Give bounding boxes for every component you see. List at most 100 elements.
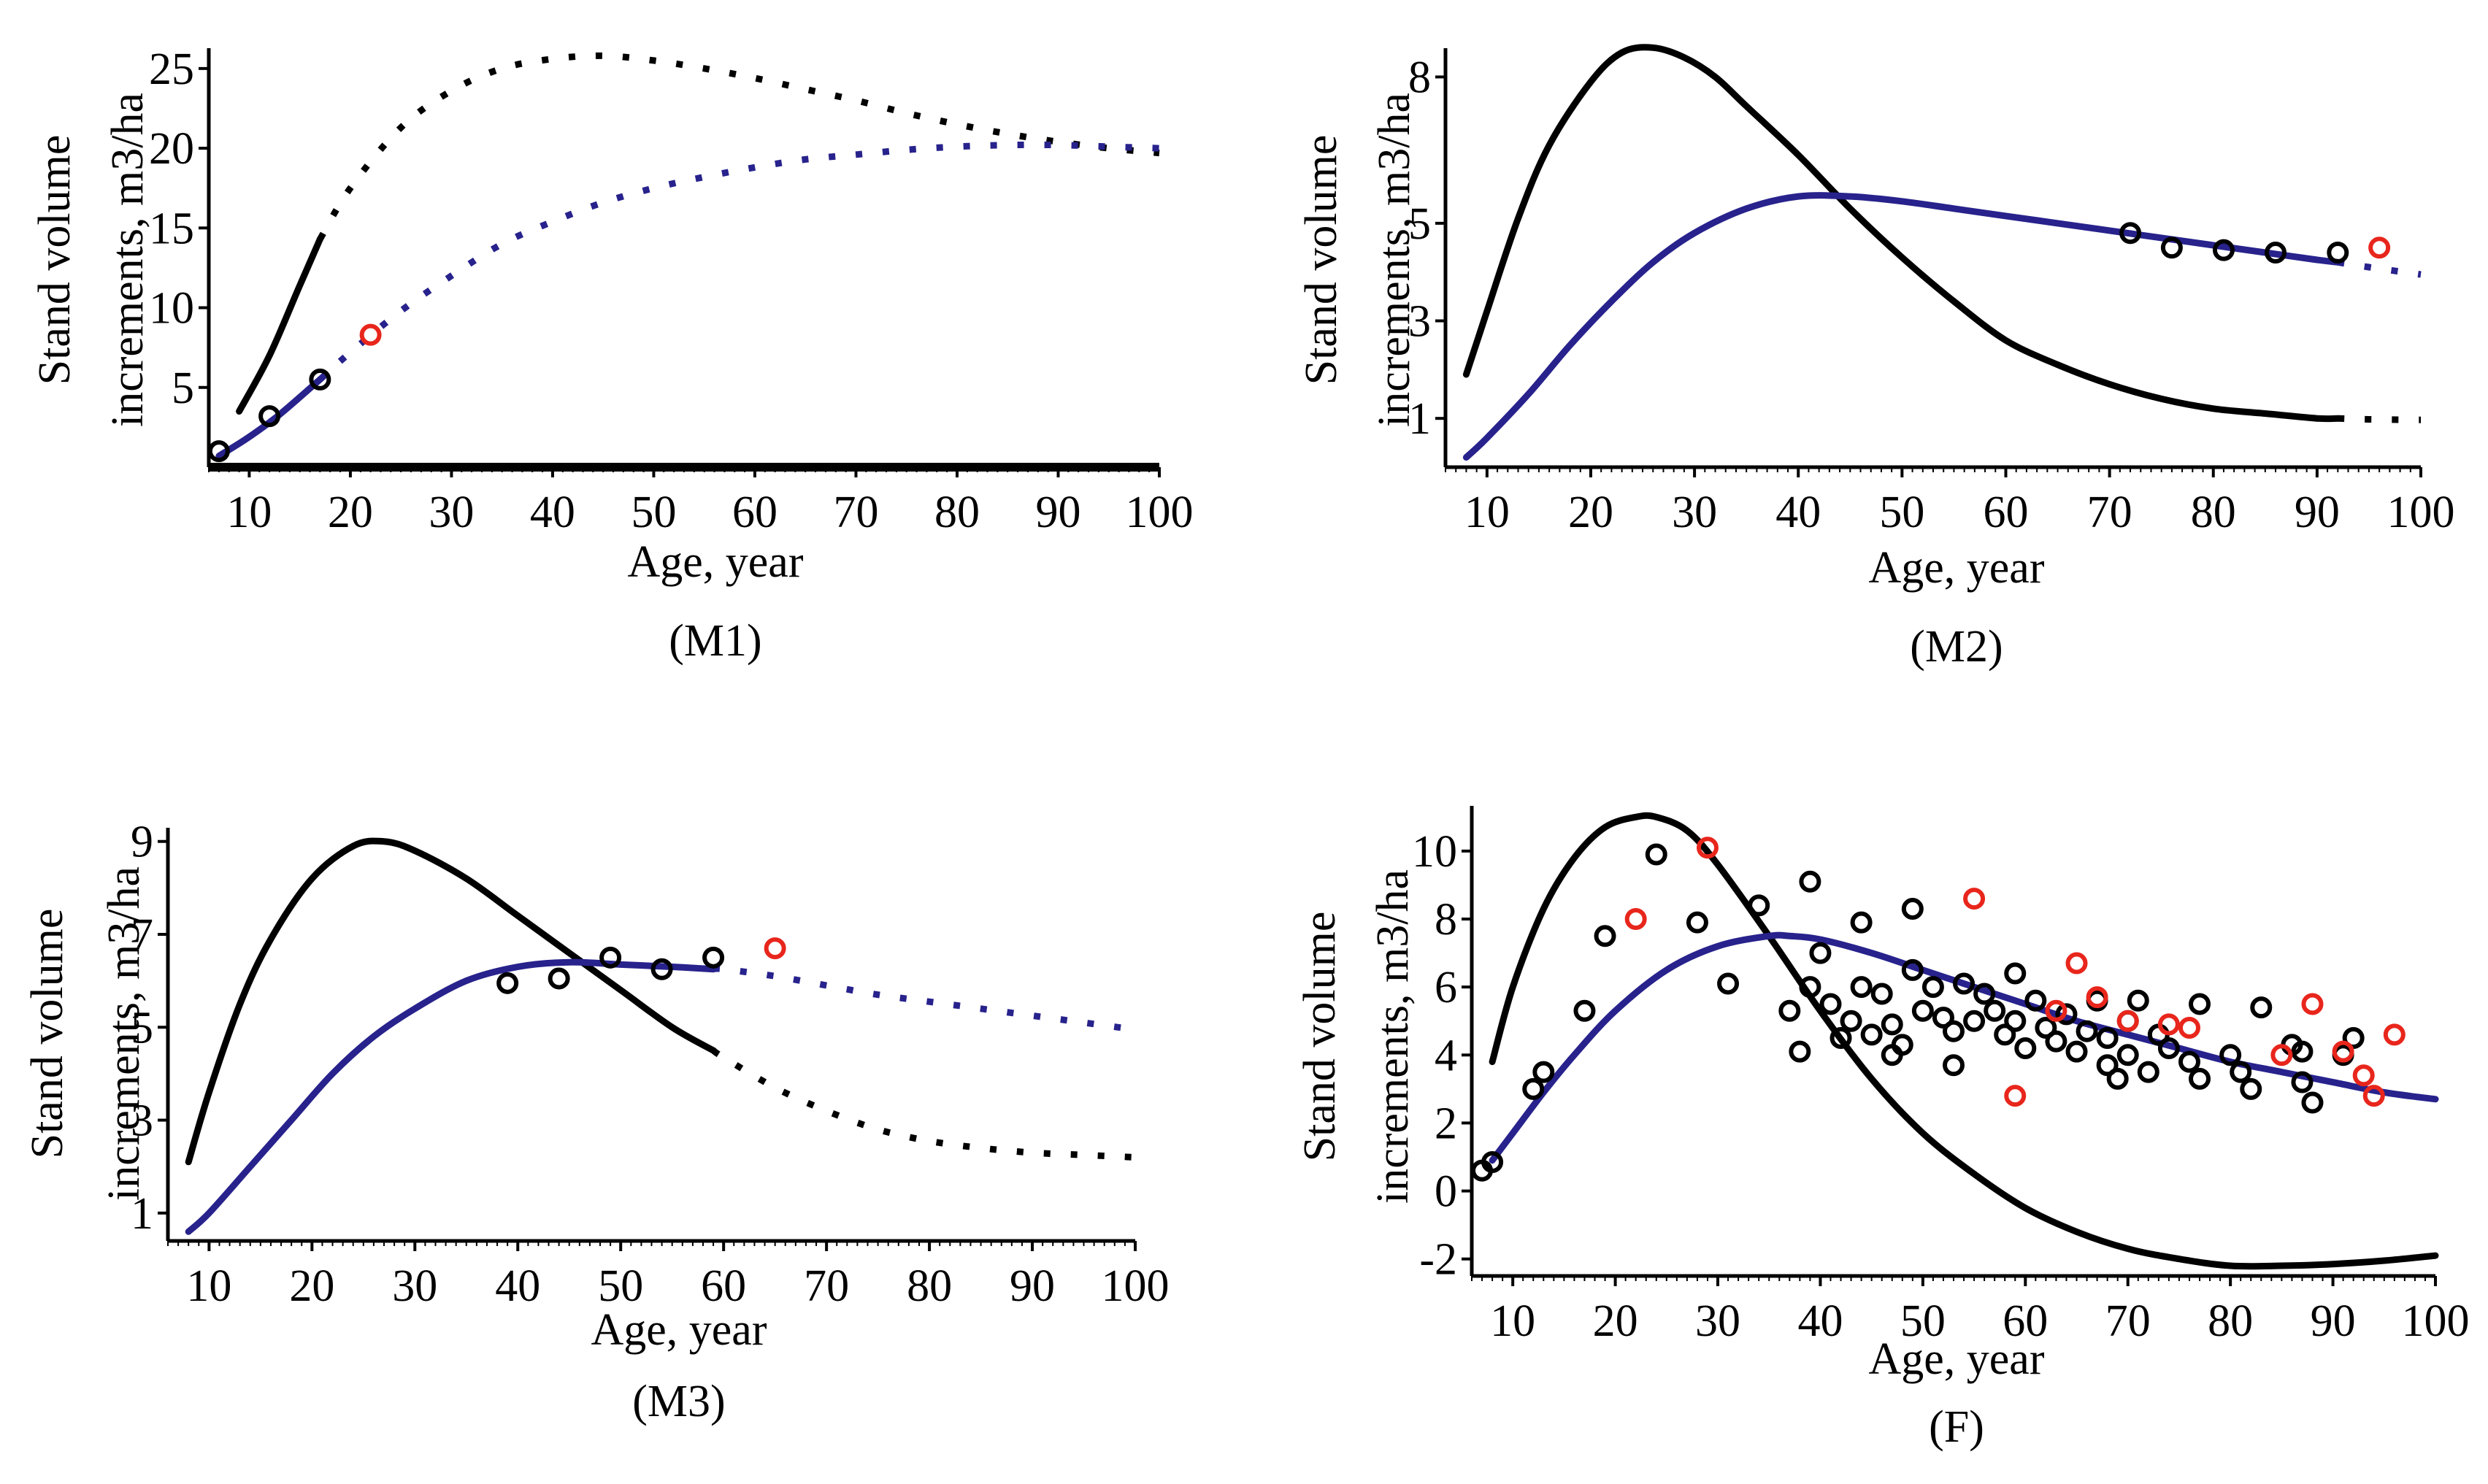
blue-curve-solid bbox=[1489, 931, 2439, 1164]
data-point-black bbox=[1481, 1150, 1504, 1173]
data-point-black bbox=[2076, 1020, 2098, 1042]
x-tick-label: 90 bbox=[2295, 488, 2340, 537]
data-point-black bbox=[650, 958, 673, 980]
data-point-black bbox=[496, 972, 519, 994]
data-point-black bbox=[2106, 1067, 2129, 1090]
x-tick-label: 50 bbox=[598, 1261, 643, 1311]
y-tick-label: 4 bbox=[1435, 1031, 1457, 1080]
data-point-black bbox=[1850, 911, 1873, 934]
y-axis-title-line2: increments, m3/ha bbox=[1368, 869, 1418, 1204]
data-point-black bbox=[1809, 942, 1832, 964]
x-tick-label: 70 bbox=[804, 1261, 849, 1311]
data-point-black bbox=[2004, 1010, 2027, 1032]
data-point-black bbox=[1984, 999, 2006, 1022]
data-point-black bbox=[2160, 237, 2183, 259]
y-tick-label: 8 bbox=[1408, 53, 1431, 102]
data-point-red bbox=[1624, 908, 1647, 931]
x-tick-label: 30 bbox=[392, 1261, 437, 1311]
data-point-red bbox=[2362, 1085, 2385, 1107]
data-point-black bbox=[2119, 222, 2142, 245]
data-point-black bbox=[1932, 1007, 1954, 1029]
y-tick-label: 0 bbox=[1435, 1167, 1457, 1217]
data-point-black bbox=[2342, 1027, 2365, 1050]
y-axis-title-line1: Stand volume bbox=[1295, 912, 1345, 1162]
data-point-black bbox=[1973, 983, 1996, 1005]
black-curve-dotted bbox=[711, 1047, 1136, 1161]
panel-label: (M1) bbox=[669, 616, 761, 666]
data-point-black bbox=[1717, 972, 1740, 995]
black-curve-solid bbox=[1462, 44, 2341, 423]
data-point-black bbox=[2291, 1071, 2314, 1093]
x-tick-label: 10 bbox=[226, 488, 272, 537]
data-point-black bbox=[1789, 1040, 1811, 1063]
y-tick-label: 8 bbox=[1435, 895, 1457, 945]
data-point-black bbox=[207, 440, 230, 463]
data-point-black bbox=[2014, 1037, 2037, 1059]
data-point-red bbox=[2301, 993, 2324, 1015]
x-tick-label: 50 bbox=[1900, 1296, 1946, 1346]
data-point-black bbox=[1829, 1027, 1852, 1050]
data-point-black bbox=[1778, 999, 1801, 1022]
data-point-black bbox=[1911, 999, 1934, 1022]
data-point-black bbox=[1921, 976, 1944, 999]
data-point-black bbox=[309, 368, 331, 391]
black-curve-solid bbox=[185, 837, 717, 1166]
data-point-black bbox=[1881, 1044, 1903, 1066]
data-point-black bbox=[258, 405, 281, 428]
data-point-black bbox=[1645, 843, 1667, 866]
data-point-black bbox=[2004, 962, 2027, 985]
data-point-red bbox=[2368, 237, 2391, 259]
data-point-black bbox=[1994, 1023, 2016, 1046]
y-tick-label: 2 bbox=[1435, 1099, 1457, 1148]
x-tick-label: 20 bbox=[328, 488, 373, 537]
data-point-black bbox=[1850, 976, 1873, 999]
x-tick-label: 80 bbox=[2191, 488, 2236, 537]
x-tick-label: 70 bbox=[2105, 1296, 2151, 1346]
data-point-red bbox=[2086, 986, 2108, 1009]
panel-m2: 10 20 30 40 50 60 70 80 90 100 1 3 5 8 Age, year (M2) St… bbox=[1297, 44, 2455, 672]
data-point-black bbox=[599, 946, 622, 969]
y-axis-title-line2: increments, m3/ha bbox=[99, 866, 149, 1201]
data-point-black bbox=[1840, 1010, 1862, 1032]
x-tick-label: 30 bbox=[1672, 488, 1717, 537]
data-point-black bbox=[1891, 1034, 1913, 1056]
x-tick-label: 20 bbox=[1568, 488, 1613, 537]
data-point-black bbox=[2230, 1061, 2252, 1083]
x-tick-label: 90 bbox=[1035, 488, 1080, 537]
panel-m3: 10 20 30 40 50 60 70 80 90 100 1 3 5 7 9 Age, year (M3) S… bbox=[23, 818, 1170, 1426]
data-point-red bbox=[2178, 1017, 2200, 1039]
y-tick-label: 5 bbox=[1408, 199, 1431, 249]
x-tick-label: 60 bbox=[732, 488, 778, 537]
x-tick-label: 40 bbox=[530, 488, 575, 537]
x-tick-label: 90 bbox=[2311, 1296, 2356, 1346]
y-tick-label: 10 bbox=[149, 284, 194, 334]
data-point-black bbox=[2065, 1040, 2088, 1063]
x-axis-title: Age, year bbox=[1869, 1334, 2045, 1384]
y-tick-label: 10 bbox=[1412, 827, 1457, 877]
x-tick-label: 40 bbox=[1775, 488, 1821, 537]
data-point-black bbox=[1819, 993, 1842, 1015]
data-point-black bbox=[1748, 894, 1770, 917]
data-point-black bbox=[1963, 1010, 1986, 1032]
y-axis-title-line2: increments, m3/ha bbox=[103, 93, 153, 427]
x-tick-label: 100 bbox=[1126, 488, 1194, 537]
data-point-red bbox=[2383, 1023, 2406, 1046]
data-point-black bbox=[2250, 996, 2273, 1019]
data-point-black bbox=[1799, 976, 1821, 999]
blue-curve-solid bbox=[215, 376, 323, 460]
panel-f: 10 20 30 40 50 60 70 80 90 100 -2 0 2 4 6 8 10 Age, year (… bbox=[1295, 806, 2470, 1452]
x-tick-label: 80 bbox=[2208, 1296, 2253, 1346]
data-point-black bbox=[2178, 1050, 2200, 1073]
x-axis-title: Age, year bbox=[628, 537, 804, 587]
y-tick-label: 3 bbox=[131, 1096, 153, 1146]
data-point-black bbox=[2240, 1077, 2262, 1100]
data-point-black bbox=[1943, 1054, 1965, 1077]
x-tick-label: 40 bbox=[1797, 1296, 1843, 1346]
data-point-black bbox=[2265, 241, 2287, 264]
panel-label: (M3) bbox=[632, 1377, 725, 1426]
y-axis-title-line2: increments, m3/ha bbox=[1370, 93, 1419, 427]
x-tick-label: 100 bbox=[1102, 1261, 1170, 1311]
x-tick-label: 10 bbox=[1464, 488, 1510, 537]
x-tick-label: 50 bbox=[1879, 488, 1924, 537]
data-point-red bbox=[2352, 1064, 2375, 1087]
